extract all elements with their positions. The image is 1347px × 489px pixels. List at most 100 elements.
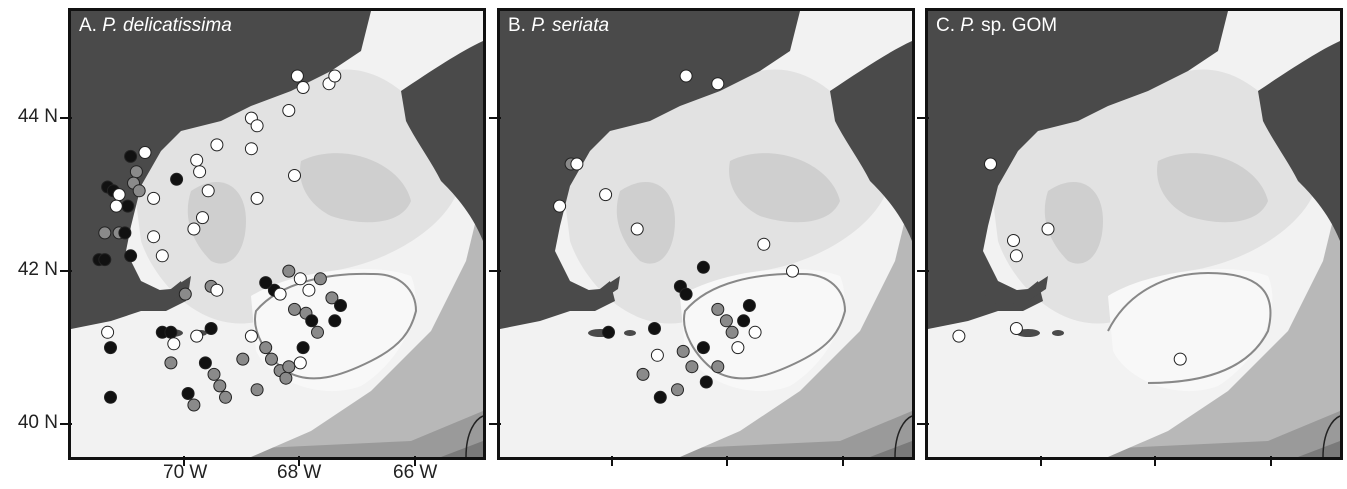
station-marker-white — [1007, 234, 1020, 247]
station-marker-black — [742, 299, 756, 312]
wilkinson-basin — [1044, 182, 1103, 264]
station-marker-gray — [164, 356, 178, 370]
station-marker-gray — [129, 165, 143, 179]
x-axis-label-68w: 68 W — [277, 462, 322, 483]
station-marker-black — [104, 341, 117, 355]
seamount-contour — [894, 415, 912, 457]
panel-title-c: C. P. sp. GOM — [936, 15, 1057, 37]
jordan-basin — [300, 153, 411, 223]
georges-bank — [251, 268, 416, 392]
land-nova-scotia — [1258, 41, 1340, 241]
panel-title-a: A. P. delicatissima — [79, 15, 232, 37]
station-marker-gray — [288, 302, 301, 316]
map-panel-b: B. P. seriata — [497, 8, 915, 460]
station-marker-black — [124, 149, 138, 163]
station-marker-black — [170, 172, 184, 186]
wilkinson-basin — [616, 182, 675, 264]
station-marker-white — [650, 348, 664, 362]
station-marker-gray — [685, 360, 699, 374]
y-tick — [489, 117, 501, 119]
panel-title-b: B. P. seriata — [508, 15, 609, 37]
land-nova-scotia — [830, 41, 912, 241]
x-tick — [1270, 456, 1272, 466]
x-tick — [298, 456, 300, 466]
station-marker-white — [196, 211, 209, 225]
station-marker-gray — [719, 314, 733, 328]
station-marker-white — [679, 69, 693, 83]
x-axis-label-70w: 70 W — [163, 462, 208, 483]
station-marker-black — [679, 287, 693, 301]
station-marker-white — [293, 356, 307, 370]
x-tick — [842, 456, 844, 466]
station-marker-black — [259, 276, 273, 290]
station-marker-white — [193, 165, 207, 179]
station-marker-white — [757, 237, 771, 251]
station-marker-white — [731, 341, 745, 355]
station-marker-gray — [671, 383, 684, 397]
y-axis-label-44n: 44 N — [17, 106, 58, 127]
y-tick — [489, 423, 501, 425]
station-marker-white — [112, 188, 126, 202]
station-marker-black — [296, 341, 310, 355]
map-svg-a — [71, 11, 483, 457]
station-marker-white — [244, 142, 258, 156]
seamount-contour — [1322, 415, 1340, 457]
y-tick — [60, 423, 72, 425]
station-marker-white — [273, 287, 287, 301]
station-marker-black — [699, 375, 713, 389]
station-marker-gray — [711, 360, 725, 374]
x-tick — [414, 456, 416, 466]
station-marker-white — [167, 337, 181, 351]
station-marker-white — [250, 191, 264, 205]
seamount-contour — [465, 415, 483, 457]
station-marker-gray — [282, 264, 296, 278]
station-marker-white — [288, 169, 301, 182]
panel-title-species: P. seriata — [531, 15, 610, 36]
station-marker-gray — [676, 344, 690, 358]
station-marker-gray — [178, 287, 192, 301]
jordan-basin — [1157, 153, 1268, 223]
panel-title-prefix: A. — [79, 15, 97, 36]
station-marker-black — [648, 322, 661, 335]
station-marker-white — [570, 157, 584, 171]
station-marker-black — [696, 341, 710, 355]
map-svg-c — [928, 11, 1340, 457]
land-nova-scotia — [401, 41, 483, 241]
station-marker-white — [1009, 249, 1023, 263]
station-marker-white — [155, 249, 169, 263]
station-marker-white — [147, 230, 161, 244]
island-nantucket — [624, 330, 636, 336]
station-marker-white — [293, 272, 307, 286]
cape-cod — [126, 276, 191, 306]
georges-bank — [680, 268, 845, 392]
island-nantucket — [1052, 330, 1064, 336]
station-marker-gray — [219, 390, 232, 404]
y-tick — [60, 270, 72, 272]
station-marker-white — [553, 199, 567, 213]
map-panel-c: C. P. sp. GOM — [925, 8, 1343, 460]
station-marker-white — [244, 329, 258, 343]
station-marker-gray — [250, 383, 264, 397]
station-marker-black — [124, 249, 138, 263]
station-marker-white — [952, 329, 966, 343]
panel-title-suffix: sp. GOM — [981, 15, 1058, 36]
land-new-england — [928, 11, 1228, 329]
station-marker-black — [737, 314, 751, 328]
station-marker-white — [296, 81, 310, 94]
station-marker-black — [164, 325, 178, 339]
station-marker-gray — [311, 325, 324, 339]
station-marker-gray — [725, 325, 739, 339]
station-marker-white — [109, 199, 123, 213]
station-marker-gray — [187, 398, 201, 412]
station-marker-white — [290, 69, 304, 83]
panel-title-species: P. delicatissima — [102, 15, 232, 36]
station-marker-white — [190, 153, 204, 167]
y-tick — [917, 117, 929, 119]
panel-title-prefix: C. — [936, 15, 955, 36]
station-marker-white — [748, 325, 762, 339]
y-tick — [60, 117, 72, 119]
station-marker-gray — [98, 226, 112, 240]
station-marker-white — [101, 325, 115, 339]
map-svg-b — [500, 11, 912, 457]
y-tick — [489, 270, 501, 272]
